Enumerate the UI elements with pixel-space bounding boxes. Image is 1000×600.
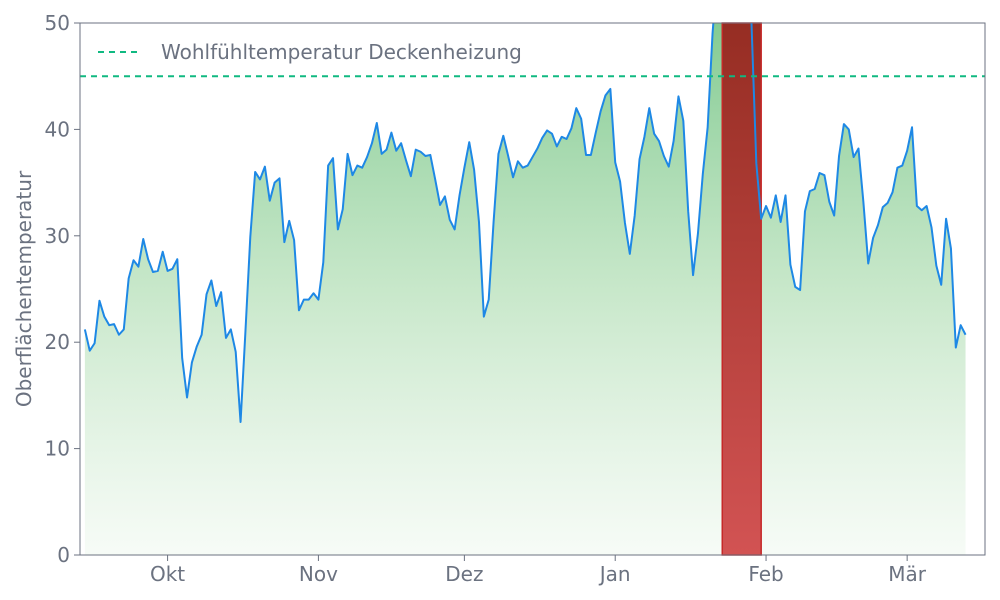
y-tick-label: 40 — [45, 117, 70, 141]
legend-label-reference: Wohlfühltemperatur Deckenheizung — [161, 40, 522, 64]
x-tick-label: Nov — [299, 562, 338, 586]
plot-frame — [79, 22, 986, 556]
legend: Wohlfühltemperatur Deckenheizung — [98, 40, 522, 64]
x-tick-label: Mär — [888, 562, 927, 586]
highlight-band — [721, 22, 762, 556]
x-tick-label: Dez — [445, 562, 483, 586]
x-tick-label: Okt — [150, 562, 185, 586]
series-line — [83, 23, 967, 423]
series-area-fill — [84, 23, 966, 555]
x-tick-label: Jan — [598, 562, 631, 586]
y-tick-label: 0 — [57, 543, 70, 567]
x-tick-label: Feb — [748, 562, 783, 586]
y-tick-label: 20 — [45, 330, 70, 354]
y-tick-label: 30 — [45, 224, 70, 248]
y-tick-label: 10 — [45, 437, 70, 461]
y-tick-label: 50 — [45, 11, 70, 35]
y-axis-title: Oberflächentemperatur — [12, 170, 36, 407]
